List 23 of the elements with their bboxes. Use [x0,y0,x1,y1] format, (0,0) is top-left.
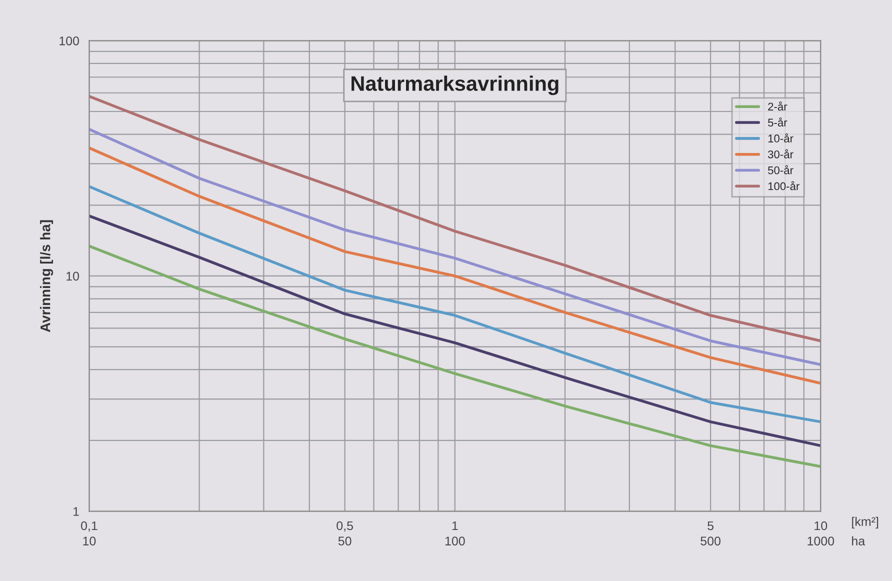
x-tick-label: 0,5 [336,521,353,532]
legend-label: 100-år [768,181,800,190]
y-axis-title: Avrinning [l/s ha] [40,220,54,332]
text: 10 [83,536,96,546]
x-axis-title: [km²] [852,516,878,528]
text: 100 [445,536,465,546]
text: 500 [700,536,720,546]
text: 50 [338,536,352,546]
text: ha [852,536,866,546]
x-tick-label: 5 [708,521,714,530]
x-tick-label: 1 [452,521,458,530]
x-tick-label: 10 [814,521,828,530]
text: 1000 [808,536,834,546]
legend-label: 5-år [768,117,788,127]
legend-label: 30-år [768,149,794,158]
y-tick-label: 1 [73,507,79,516]
legend-label: 2-år [768,102,788,111]
y-tick-label: 10 [66,272,79,281]
y-tick-label: 100 [60,36,79,46]
legend-label: 10-år [768,133,794,142]
text: Naturmarksavrinning [352,76,558,96]
x-tick-label: 0,1 [81,521,98,532]
legend-label: 50-år [768,165,794,174]
